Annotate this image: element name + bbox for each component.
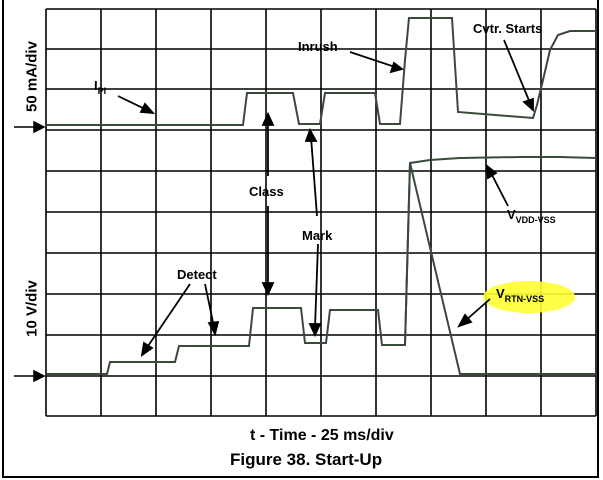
label-vrtn-vss: VRTN-VSS [496, 286, 544, 304]
ground-marker-top [14, 120, 46, 134]
y-axis-top-label: 50 mA/div [23, 41, 41, 112]
label-vdd-vss: VVDD-VSS [507, 207, 556, 225]
label-detect: Detect [177, 267, 217, 282]
label-mark: Mark [302, 228, 333, 243]
vdd-vss-trace [404, 156, 597, 346]
label-cvtr-starts: Cvtr. Starts [473, 21, 542, 36]
x-axis-label: t - Time - 25 ms/div [250, 427, 394, 444]
ground-marker-bottom [14, 369, 46, 383]
label-ipi: IPI [94, 78, 106, 96]
annotation-arrows [117, 39, 534, 357]
annotation-labels: IPI Inrush Cvtr. Starts Class Mark Detec… [94, 21, 556, 304]
vrtn-highlight [483, 281, 575, 313]
plot-grid [45, 8, 597, 417]
ipi-current-trace [47, 17, 596, 126]
label-inrush: Inrush [298, 39, 338, 54]
figure-caption: Figure 38. Start-Up [230, 450, 383, 469]
y-axis-bottom-label: 10 V/div [23, 280, 41, 337]
label-class: Class [249, 184, 284, 199]
